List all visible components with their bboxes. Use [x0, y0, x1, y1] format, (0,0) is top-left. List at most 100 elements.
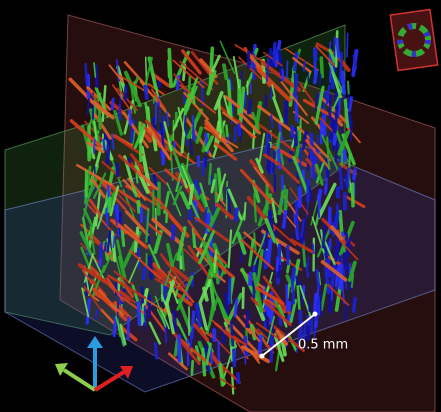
fiber: [243, 288, 244, 308]
fiber: [271, 116, 272, 128]
fiber: [287, 285, 288, 310]
fiber: [343, 72, 345, 93]
fiber: [286, 102, 287, 123]
fiber: [311, 134, 312, 143]
fiber: [125, 87, 126, 101]
fiber: [296, 129, 297, 144]
fiber: [107, 141, 109, 165]
fiber: [337, 39, 339, 57]
fiber: [234, 350, 235, 366]
fiber: [174, 313, 175, 330]
fiber: [138, 202, 139, 212]
fiber: [277, 258, 278, 270]
fiber: [209, 164, 210, 184]
fiber: [320, 292, 321, 316]
scale-end: [313, 312, 318, 317]
fiber: [227, 126, 228, 136]
fiber: [146, 87, 147, 98]
fiber: [274, 44, 275, 63]
fiber: [292, 277, 293, 303]
fiber: [113, 236, 114, 247]
fiber: [219, 101, 220, 132]
fiber: [96, 310, 97, 320]
fiber: [112, 99, 113, 109]
fiber: [345, 151, 346, 160]
volume-viewer: 0.5 mm: [0, 0, 441, 412]
fiber: [190, 185, 192, 203]
fiber: [86, 64, 87, 85]
fiber: [330, 295, 331, 311]
fiber: [235, 209, 237, 219]
fiber: [145, 306, 146, 325]
scale-end: [260, 354, 265, 359]
fiber: [205, 157, 206, 166]
fiber: [143, 268, 144, 278]
fiber: [220, 365, 222, 385]
fiber: [308, 181, 309, 201]
fiber: [347, 234, 348, 257]
fiber: [316, 95, 317, 110]
fiber: [330, 96, 331, 117]
fiber: [128, 318, 129, 339]
fiber: [347, 33, 348, 57]
fiber: [308, 258, 309, 267]
fiber: [340, 168, 342, 188]
fiber: [139, 303, 140, 324]
fiber: [168, 61, 169, 78]
fiber: [203, 349, 205, 375]
fiber: [103, 140, 104, 150]
fiber: [185, 116, 186, 131]
fiber: [105, 243, 106, 251]
fiber: [232, 368, 233, 394]
fiber: [231, 322, 233, 345]
fiber: [229, 107, 230, 117]
fiber: [94, 139, 95, 152]
fiber: [156, 116, 157, 125]
fiber: [259, 336, 260, 354]
fiber: [319, 191, 320, 200]
fiber: [109, 198, 110, 211]
fiber: [354, 170, 355, 178]
fiber: [341, 255, 342, 265]
fiber: [315, 71, 317, 82]
fiber: [345, 306, 346, 320]
fiber: [282, 70, 283, 80]
fiber: [350, 98, 352, 111]
fiber: [320, 75, 321, 85]
fiber: [224, 65, 226, 78]
fiber: [148, 231, 149, 244]
fiber: [319, 209, 320, 218]
fiber: [354, 299, 355, 312]
fiber: [117, 164, 118, 175]
fiber: [114, 317, 116, 335]
fiber: [235, 127, 236, 141]
fiber: [354, 55, 355, 68]
scale-label: 0.5 mm: [298, 338, 348, 353]
fiber: [335, 108, 337, 132]
fiber: [304, 324, 305, 335]
fiber: [183, 65, 185, 80]
fiber: [166, 211, 167, 222]
fiber: [282, 176, 283, 189]
orientation-cube: [390, 9, 437, 70]
fiber: [106, 209, 107, 226]
fiber: [298, 286, 300, 308]
fiber: [284, 212, 286, 227]
fiber: [150, 257, 151, 277]
fiber: [304, 62, 305, 71]
fiber: [268, 241, 270, 265]
fiber: [348, 82, 349, 94]
fiber: [244, 203, 245, 220]
fiber: [317, 135, 318, 146]
fiber: [325, 248, 326, 258]
fiber: [317, 270, 319, 287]
fiber: [192, 361, 193, 374]
fiber: [191, 141, 192, 154]
fiber: [169, 50, 171, 87]
fiber: [250, 273, 251, 284]
fiber: [287, 61, 288, 77]
fiber: [190, 211, 191, 219]
fiber: [313, 245, 314, 254]
fiber: [349, 113, 351, 127]
fiber: [286, 191, 287, 210]
